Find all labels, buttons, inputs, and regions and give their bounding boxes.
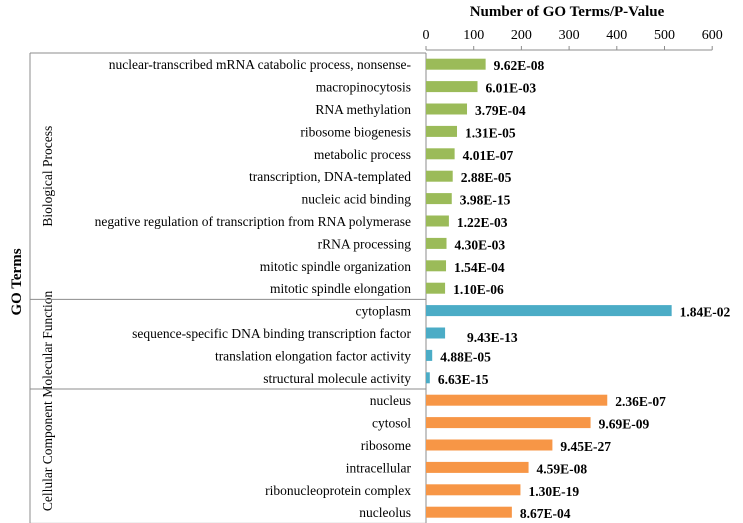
term-label: cytosol: [372, 416, 411, 431]
bar: [426, 103, 468, 115]
pvalue-label: 9.45E-27: [560, 439, 611, 454]
term-label: rRNA processing: [318, 236, 412, 251]
term-label: mitotic spindle organization: [260, 259, 411, 274]
bar: [426, 81, 478, 93]
bar: [426, 58, 486, 70]
term-label: negative regulation of transcription fro…: [95, 214, 411, 229]
bar: [426, 305, 672, 317]
pvalue-label: 1.30E-19: [528, 484, 579, 499]
bar: [426, 125, 458, 137]
term-label: ribonucleoprotein complex: [265, 483, 411, 498]
term-label: translation elongation factor activity: [215, 348, 411, 363]
x-tick-label: 100: [463, 28, 484, 43]
x-tick-label: 500: [654, 28, 675, 43]
bar: [426, 439, 553, 451]
x-tick-label: 400: [606, 28, 627, 43]
x-tick-label: 600: [702, 28, 723, 43]
term-label: nucleolus: [359, 505, 411, 520]
pvalue-label: 1.10E-06: [453, 282, 504, 297]
term-label: mitotic spindle elongation: [270, 281, 411, 296]
bar: [426, 461, 529, 473]
term-label: ribosome biogenesis: [300, 124, 411, 139]
bar: [426, 282, 446, 294]
pvalue-label: 9.62E-08: [494, 58, 545, 73]
pvalue-label: 6.01E-03: [486, 81, 537, 96]
term-label: intracellular: [346, 460, 412, 475]
term-label: macropinocytosis: [316, 80, 411, 95]
bar: [426, 148, 455, 160]
pvalue-label: 6.63E-15: [438, 372, 489, 387]
term-label: nucleic acid binding: [302, 192, 412, 207]
group-label: Molecular Function: [40, 291, 55, 398]
bar: [426, 417, 591, 429]
pvalue-label: 4.88E-05: [440, 349, 491, 364]
chart-title: Number of GO Terms/P-Value: [470, 4, 665, 20]
pvalue-label: 3.79E-04: [475, 103, 526, 118]
term-label: nuclear-transcribed mRNA catabolic proce…: [109, 57, 412, 72]
pvalue-label: 3.98E-15: [460, 193, 511, 208]
pvalue-labels: 9.62E-08 6.01E-03 3.79E-04 1.31E-05 4.01E-07…: [438, 58, 731, 521]
bar: [426, 170, 453, 182]
bar: [426, 193, 452, 205]
pvalue-label: 4.30E-03: [455, 237, 506, 252]
x-tick-label: 300: [559, 28, 580, 43]
pvalue-label: 9.43E-13: [467, 330, 518, 345]
bar: [426, 372, 430, 384]
bar: [426, 237, 447, 249]
pvalue-label: 1.54E-04: [454, 260, 505, 275]
bar: [426, 506, 512, 518]
pvalue-label: 2.36E-07: [615, 394, 666, 409]
pvalue-label: 1.22E-03: [457, 215, 508, 230]
pvalue-label: 2.88E-05: [461, 170, 512, 185]
pvalue-label: 8.67E-04: [520, 506, 571, 521]
bar: [426, 215, 449, 227]
group-label: Biological Process: [40, 126, 55, 227]
pvalue-label: 4.01E-07: [463, 148, 514, 163]
term-label: sequence-specific DNA binding transcript…: [132, 326, 411, 341]
pvalue-label: 1.84E-02: [680, 305, 731, 320]
term-labels: nuclear-transcribed mRNA catabolic proce…: [95, 57, 412, 520]
bar: [426, 349, 433, 361]
term-label: transcription, DNA-templated: [249, 169, 411, 184]
term-label: RNA methylation: [315, 102, 411, 117]
term-label: nucleus: [370, 393, 411, 408]
bars: [426, 58, 672, 518]
pvalue-label: 9.69E-09: [599, 417, 650, 432]
bar: [426, 260, 447, 272]
group-label: Cellular Component: [40, 401, 55, 511]
term-label: metabolic process: [314, 147, 411, 162]
bar: [426, 327, 446, 339]
term-label: structural molecule activity: [263, 371, 411, 386]
x-axis: 0 100 200 300 400 500 600: [423, 28, 723, 51]
term-label: cytoplasm: [356, 304, 412, 319]
x-tick-label: 200: [511, 28, 532, 43]
bar: [426, 394, 608, 406]
pvalue-label: 1.31E-05: [465, 125, 516, 140]
x-tick-label: 0: [423, 28, 430, 43]
bar: [426, 484, 521, 496]
term-label: ribosome: [361, 438, 411, 453]
y-axis-title: GO Terms: [9, 248, 25, 315]
pvalue-label: 4.59E-08: [537, 461, 588, 476]
